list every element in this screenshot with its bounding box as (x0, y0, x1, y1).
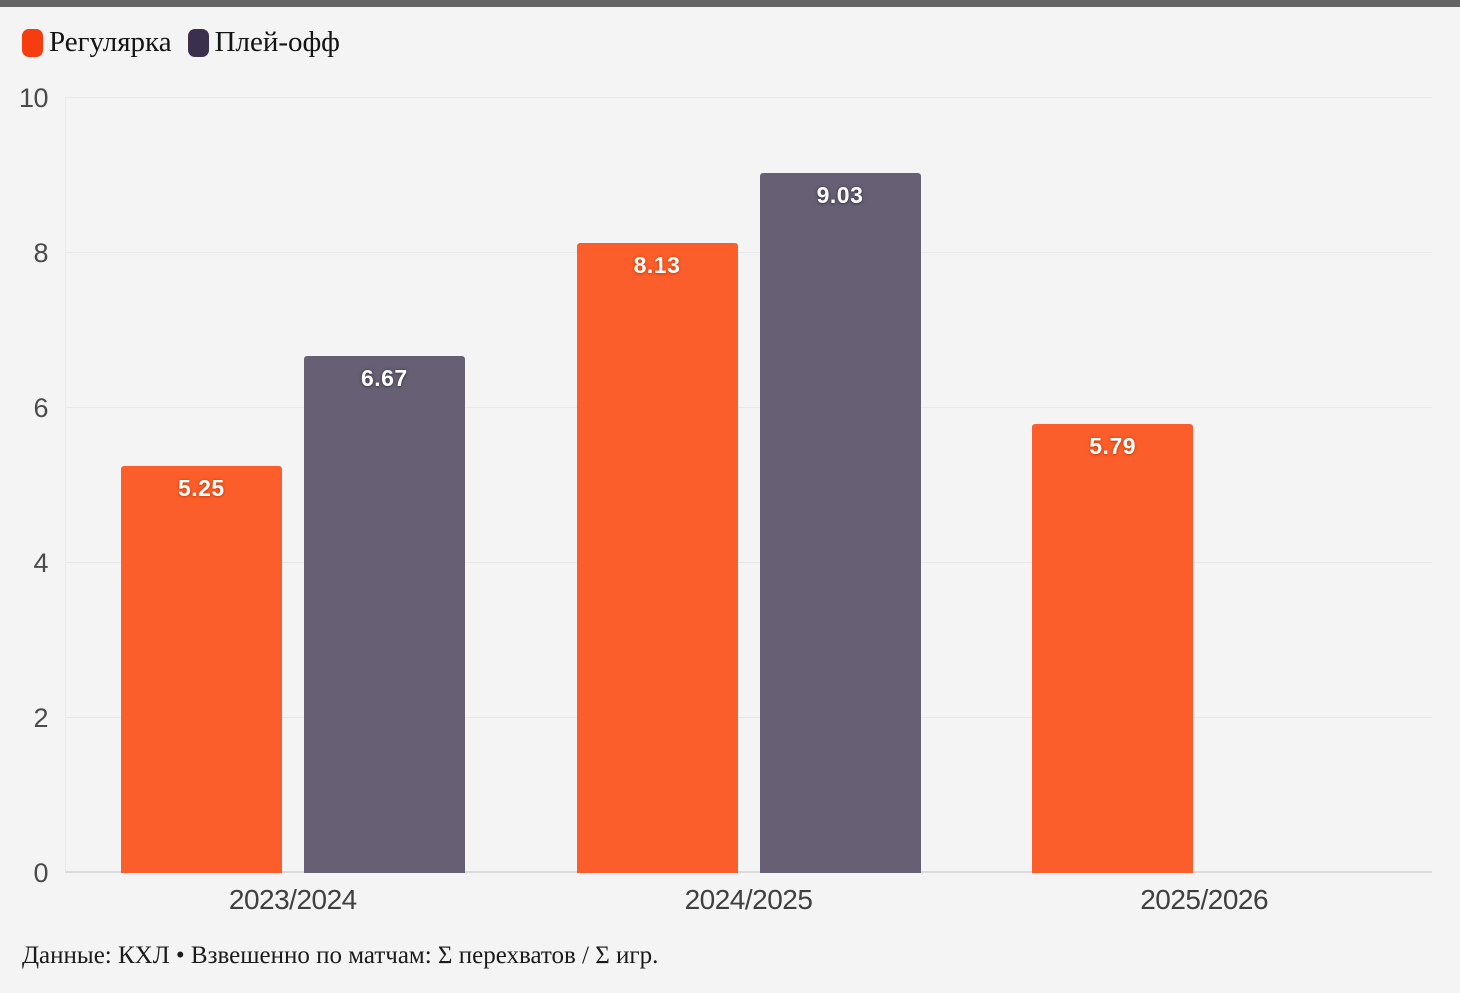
y-axis-tick-label: 6 (33, 393, 48, 423)
legend-label-playoff: Плей-офф (214, 26, 340, 58)
bar-regular-2023/2024: 5.25 (120, 466, 282, 873)
source-note: Данные: КХЛ • Взвешенно по матчам: Σ пер… (22, 942, 659, 969)
gridline-y-4 (65, 562, 1432, 563)
gridline-y-8 (65, 252, 1432, 253)
bar-value-label: 5.79 (1089, 433, 1137, 460)
bar-value-label: 5.25 (177, 475, 225, 502)
legend: Регулярка Плей-офф (22, 26, 340, 59)
legend-item-playoff: Плей-офф (187, 26, 340, 59)
y-axis-tick-label: 4 (33, 548, 48, 578)
plot-area: 5.25 6.67 8.13 9.03 5.79 (65, 97, 1432, 873)
bar-value-label: 8.13 (633, 251, 681, 278)
gridline-y-0 (65, 871, 1432, 873)
bar-playoff-2024/2025: 9.03 (759, 173, 921, 873)
gridline-y-6 (65, 407, 1432, 408)
top-border-strip (0, 0, 1460, 7)
gridline-y-2 (65, 717, 1432, 718)
bar-regular-2025/2026: 5.79 (1032, 424, 1194, 873)
bar-value-label: 6.67 (360, 365, 408, 392)
legend-item-regular: Регулярка (22, 26, 172, 59)
legend-swatch-playoff-icon (187, 28, 209, 57)
bar-playoff-2023/2024: 6.67 (303, 356, 465, 873)
y-axis-tick-label: 0 (33, 858, 48, 888)
legend-label-regular: Регулярка (49, 26, 172, 58)
x-axis-tick-label: 2023/2024 (228, 884, 357, 915)
legend-swatch-regular-icon (22, 28, 43, 57)
y-axis-tick-label: 8 (33, 238, 48, 268)
y-axis-tick-label: 10 (18, 83, 49, 113)
gridline-y-10 (65, 97, 1432, 98)
bar-regular-2024/2025: 8.13 (576, 242, 738, 873)
bar-value-label: 9.03 (816, 182, 864, 209)
x-axis-tick-label: 2024/2025 (684, 884, 813, 915)
x-axis-tick-label: 2025/2026 (1140, 884, 1269, 915)
y-axis-tick-label: 2 (33, 703, 48, 733)
